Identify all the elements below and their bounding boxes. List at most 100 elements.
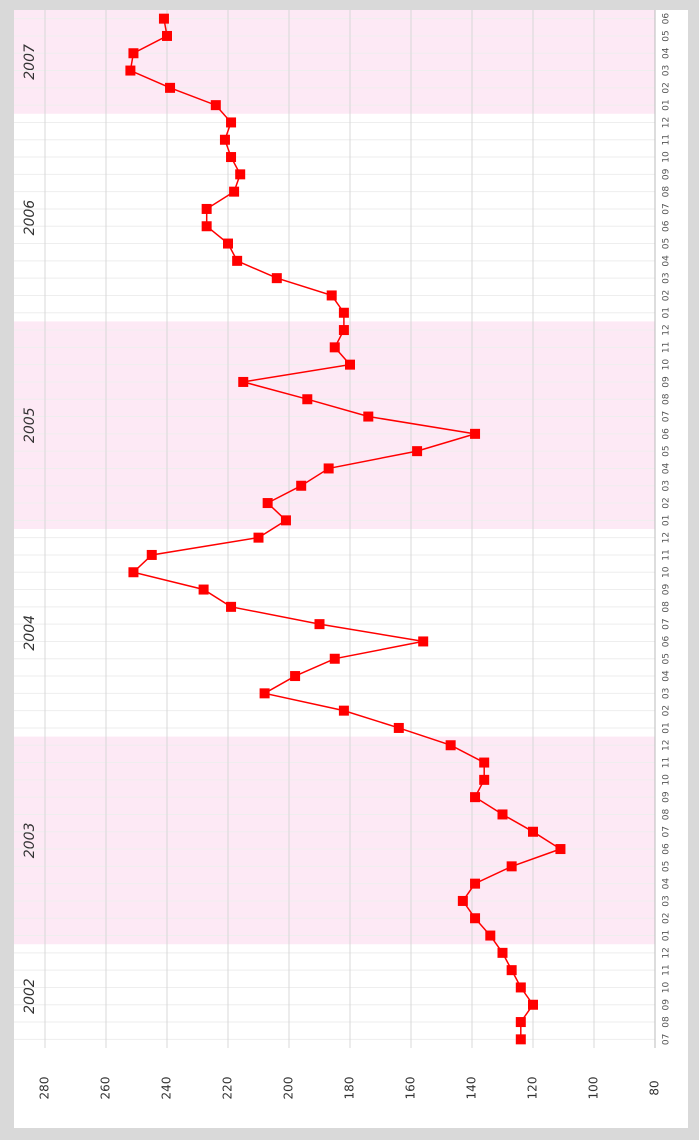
point — [226, 152, 237, 163]
point — [485, 930, 496, 941]
year-label: 2005 — [22, 407, 38, 443]
x-tick-label: 08 — [662, 1016, 672, 1028]
x-tick-label: 01 — [662, 722, 672, 733]
point — [363, 411, 374, 422]
point — [201, 203, 212, 214]
year-band — [14, 736, 655, 945]
x-tick-label: 04 — [662, 255, 672, 267]
point — [210, 100, 221, 111]
point — [338, 307, 349, 318]
plot: 200 220 03 2004 2005 2006 2007 07 08 09 10 11 12 01 02… — [14, 10, 672, 1099]
y-tick-label: 140 — [465, 1077, 479, 1100]
x-tick-label: 04 — [662, 878, 672, 890]
x-tick-label: 06 — [662, 843, 672, 855]
point — [338, 705, 349, 716]
x-tick-label: 07 — [662, 411, 672, 422]
panel — [14, 10, 688, 1128]
x-tick-label: 12 — [662, 947, 672, 958]
year-band — [14, 321, 655, 529]
point — [201, 221, 212, 232]
x-tick-label: 07 — [662, 1034, 672, 1045]
x-tick-label: 02 — [662, 290, 672, 301]
x-tick-label: 01 — [662, 930, 672, 941]
x-tick-label: 05 — [662, 861, 672, 872]
point — [223, 238, 233, 249]
x-tick-label: 12 — [662, 740, 672, 751]
x-tick-label: 05 — [662, 30, 672, 41]
x-tick-label: 07 — [662, 618, 672, 629]
x-tick-label: 11 — [662, 757, 672, 768]
x-tick-label: 04 — [662, 47, 672, 59]
x-tick-label: 09 — [662, 791, 672, 803]
x-tick-label: 06 — [662, 13, 672, 25]
point — [345, 359, 355, 370]
point — [198, 584, 209, 595]
x-tick-label: 10 — [662, 359, 672, 371]
x-tick-label: 02 — [662, 82, 672, 93]
y-tick-label: 180 — [343, 1077, 357, 1100]
point — [470, 878, 481, 889]
point — [326, 290, 337, 301]
year-label: 2004 — [22, 615, 38, 651]
x-tick-label: 01 — [662, 307, 672, 318]
point — [162, 30, 172, 41]
point — [259, 688, 270, 699]
point — [271, 273, 282, 284]
year-label: 2007 — [22, 44, 38, 80]
point — [296, 480, 307, 491]
x-tick-label: 05 — [662, 653, 672, 664]
point — [412, 446, 423, 457]
x-tick-label: 03 — [662, 688, 672, 699]
x-tick-label: 03 — [662, 272, 672, 283]
y-tick-label: 160 — [404, 1077, 418, 1100]
y-tick-label: 260 — [99, 1077, 113, 1100]
y-tick-label: 220 — [221, 1077, 235, 1100]
x-tick-label: 07 — [662, 203, 672, 214]
point — [528, 826, 538, 837]
x-tick-label: 08 — [662, 393, 672, 405]
x-tick-label: 02 — [662, 705, 672, 716]
x-tick-label: 02 — [662, 497, 672, 508]
x-tick-label: 12 — [662, 117, 672, 128]
point — [528, 999, 538, 1010]
point — [457, 895, 468, 906]
x-tick-label: 03 — [662, 65, 672, 76]
point — [329, 342, 340, 353]
x-tick-label: 08 — [662, 186, 672, 198]
point — [165, 82, 176, 93]
x-tick-label: 02 — [662, 913, 672, 924]
point — [302, 394, 313, 405]
x-tick-label: 06 — [662, 428, 672, 440]
x-tick-label: 10 — [662, 566, 672, 578]
year-label: 2006 — [22, 200, 38, 236]
year-band — [14, 10, 655, 114]
x-tick-label: 04 — [662, 670, 672, 682]
x-tick-label: 05 — [662, 445, 672, 456]
point — [146, 549, 157, 560]
point — [290, 671, 301, 682]
x-tick-label: 09 — [662, 168, 672, 180]
point — [497, 947, 508, 958]
point — [232, 255, 243, 266]
point — [235, 169, 246, 180]
point — [479, 774, 490, 785]
year-label: 2002 — [22, 978, 38, 1014]
point — [555, 844, 566, 855]
x-tick-label: 10 — [662, 774, 672, 786]
x-tick-label: 04 — [662, 462, 672, 474]
point — [515, 982, 526, 993]
point — [128, 48, 139, 59]
y-tick-label: 100 — [587, 1077, 601, 1100]
y-tick-label: 200 — [282, 1077, 296, 1100]
x-tick-label: 09 — [662, 376, 672, 388]
y-tick-label: 80 — [648, 1080, 662, 1095]
x-tick-label: 01 — [662, 515, 672, 526]
x-tick-label: 11 — [662, 964, 672, 975]
point — [418, 636, 429, 647]
point — [323, 463, 334, 474]
x-tick-label: 05 — [662, 238, 672, 249]
x-tick-label: 03 — [662, 895, 672, 906]
point — [445, 740, 456, 751]
point — [515, 1034, 526, 1045]
